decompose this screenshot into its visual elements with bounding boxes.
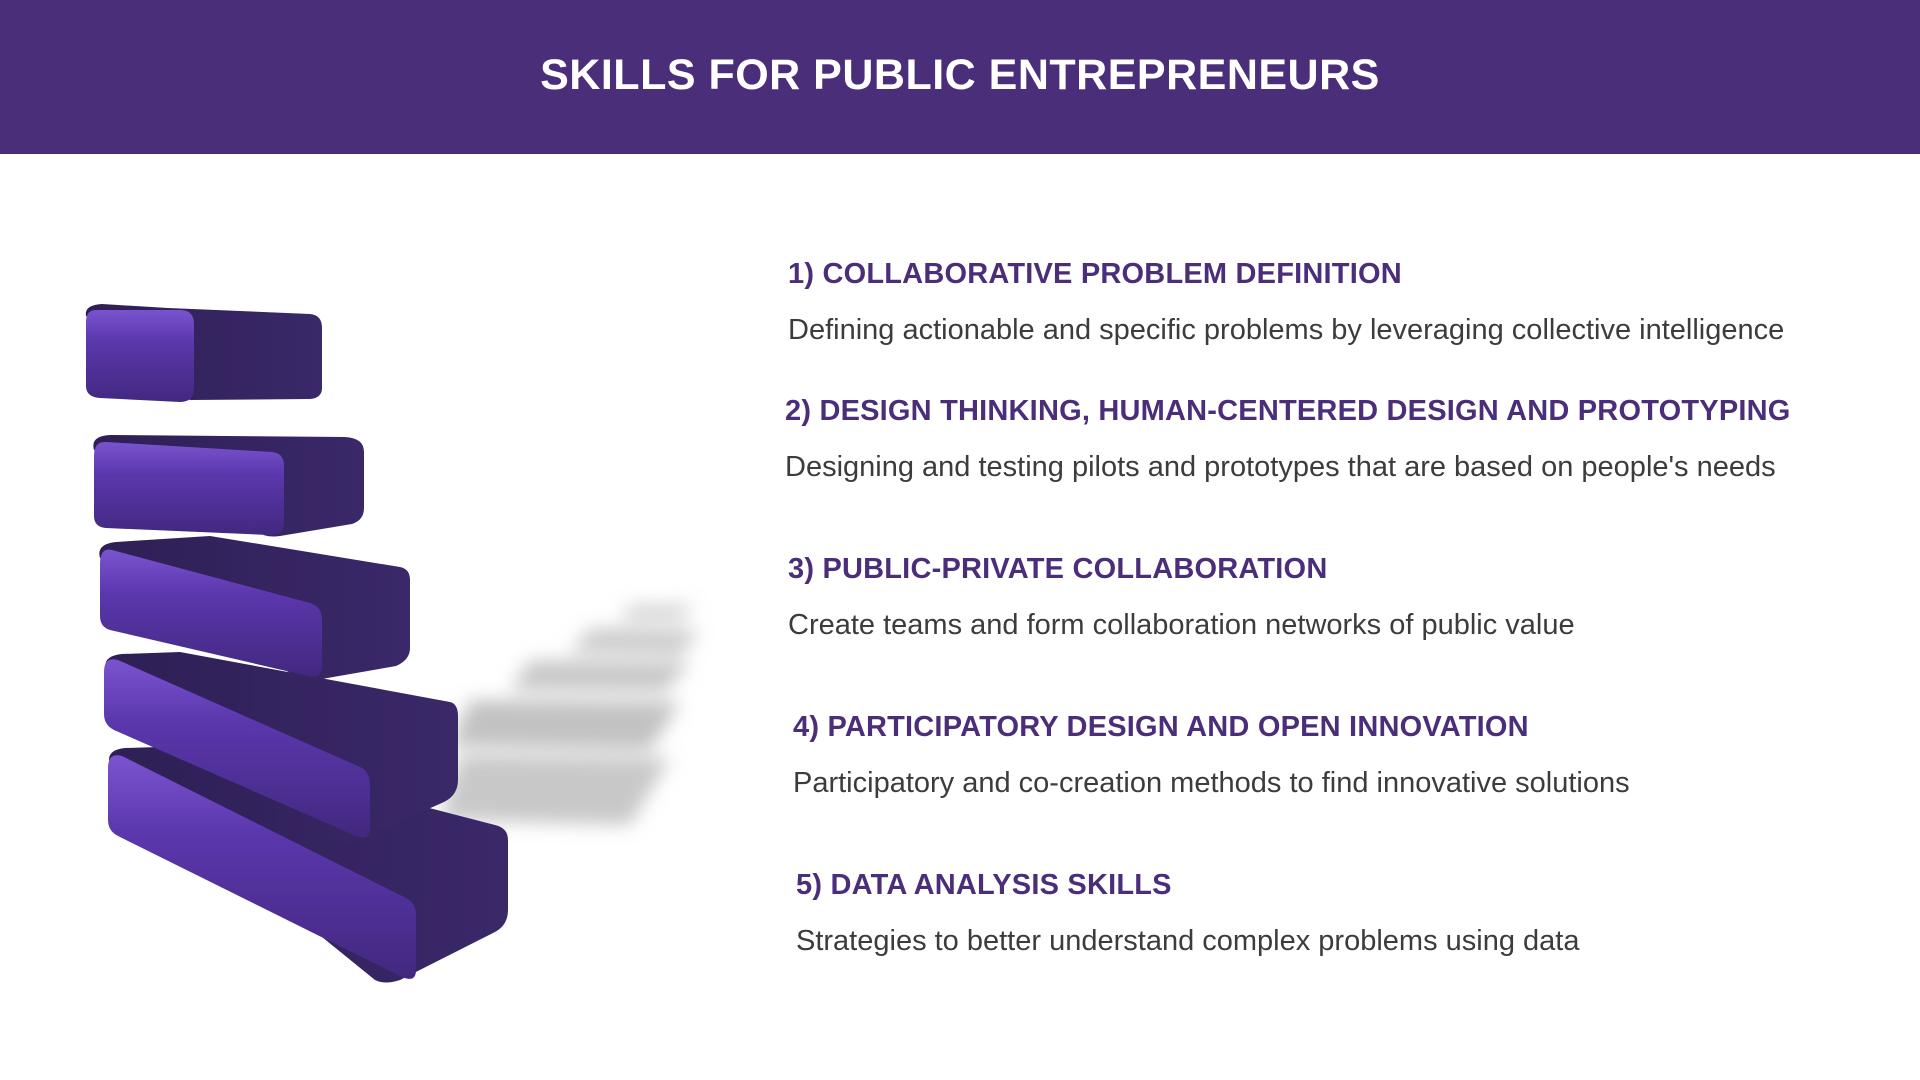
skill-item-3: 3) PUBLIC-PRIVATE COLLABORATION Create t… [788, 553, 1920, 642]
header-bar: SKILLS FOR PUBLIC ENTREPRENEURS [0, 0, 1920, 154]
skill-item-1: 1) COLLABORATIVE PROBLEM DEFINITION Defi… [788, 258, 1920, 347]
block-2-front [94, 441, 284, 536]
skill-item-4: 4) PARTICIPATORY DESIGN AND OPEN INNOVAT… [793, 711, 1920, 800]
block-5-front [108, 755, 416, 979]
shadow-2 [570, 628, 700, 655]
block-shadows [440, 605, 700, 825]
block-3-front [100, 549, 322, 677]
page-title: SKILLS FOR PUBLIC ENTREPRENEURS [540, 50, 1380, 99]
blocks-svg [85, 304, 700, 983]
block-2 [93, 435, 365, 537]
skill-description: Participatory and co-creation methods to… [793, 767, 1630, 799]
shadow-1 [620, 605, 695, 620]
skill-title: 4) PARTICIPATORY DESIGN AND OPEN INNOVAT… [793, 711, 1529, 743]
shadow-5 [440, 755, 670, 825]
skill-description: Designing and testing pilots and prototy… [785, 451, 1776, 483]
skill-title: 5) DATA ANALYSIS SKILLS [796, 869, 1172, 901]
block-4 [104, 652, 458, 843]
shadow-3 [510, 660, 690, 692]
block-1 [85, 304, 322, 402]
skill-item-2: 2) DESIGN THINKING, HUMAN-CENTERED DESIG… [785, 395, 1920, 484]
block-1-front [86, 309, 194, 402]
stacked-blocks-illustration [40, 280, 740, 1020]
skill-title: 1) COLLABORATIVE PROBLEM DEFINITION [788, 258, 1402, 290]
skill-title: 3) PUBLIC-PRIVATE COLLABORATION [788, 553, 1328, 585]
skill-description: Defining actionable and specific problem… [788, 314, 1785, 346]
skill-description: Create teams and form collaboration netw… [788, 609, 1575, 641]
block-4-front [104, 659, 370, 838]
block-3 [99, 536, 411, 681]
shadow-4 [450, 700, 680, 750]
skill-title: 2) DESIGN THINKING, HUMAN-CENTERED DESIG… [785, 395, 1791, 427]
skill-item-5: 5) DATA ANALYSIS SKILLS Strategies to be… [796, 869, 1920, 958]
skill-description: Strategies to better understand complex … [796, 925, 1580, 957]
